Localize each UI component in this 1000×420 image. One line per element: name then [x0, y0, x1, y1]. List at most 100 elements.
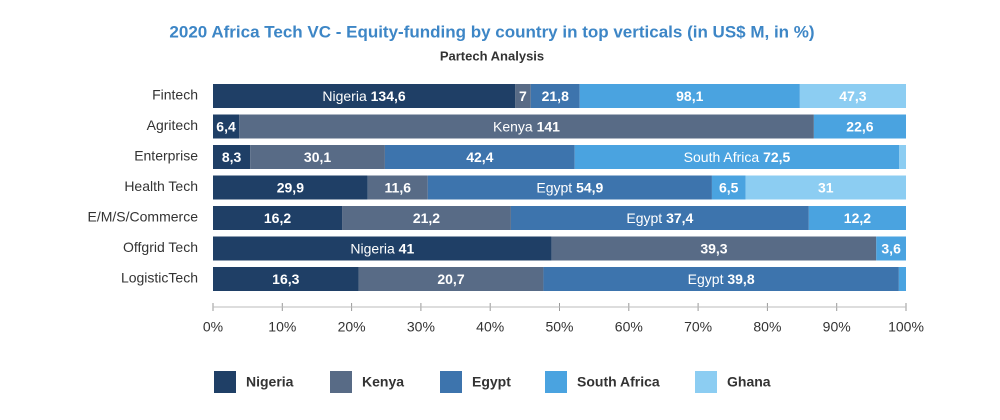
data-label: Nigeria 134,6 [322, 88, 405, 104]
legend-swatch [695, 371, 717, 393]
x-tick-label: 70% [684, 319, 712, 335]
bar-segment [510, 206, 809, 230]
data-label: 47,3 [839, 88, 866, 104]
bar-segment [213, 84, 516, 108]
data-label: 21,2 [413, 210, 440, 226]
data-label: 6,5 [719, 179, 739, 195]
chart-title: 2020 Africa Tech VC - Equity-funding by … [169, 22, 814, 41]
data-label-value: 54,9 [576, 179, 603, 195]
data-label-series: Kenya [493, 118, 533, 134]
data-label: 22,6 [846, 118, 873, 134]
data-label-value: 7 [519, 88, 527, 104]
data-label-value: 30,1 [304, 149, 331, 165]
data-label: Egypt 54,9 [536, 179, 603, 195]
data-label-value: 6,4 [216, 118, 236, 134]
data-label: 42,4 [466, 149, 493, 165]
bar-segment [250, 145, 385, 169]
data-label: Nigeria 41 [350, 240, 414, 256]
data-label: 21,8 [542, 88, 569, 104]
legend-swatch [214, 371, 236, 393]
bar-segment [213, 267, 359, 291]
data-label-series: South Africa [684, 149, 760, 165]
bar-segment [551, 236, 877, 261]
bar-segment [515, 84, 531, 108]
legend-label: South Africa [577, 374, 660, 390]
data-label-value: 16,3 [272, 271, 299, 287]
bar-segment [899, 145, 906, 169]
bar-segment [213, 206, 343, 230]
data-label-series: Nigeria [350, 240, 395, 256]
data-label-value: 6,5 [719, 179, 739, 195]
bar-segment [239, 114, 814, 139]
data-label-value: 42,4 [466, 149, 493, 165]
data-label-value: 39,8 [727, 271, 754, 287]
bar-segment [530, 84, 580, 108]
bar-segment [384, 145, 575, 169]
x-tick-label: 20% [338, 319, 366, 335]
bar-segment [799, 84, 906, 108]
data-label-value: 41 [399, 240, 415, 256]
y-tick-label: Offgrid Tech [123, 239, 198, 255]
data-label-value: 21,2 [413, 210, 440, 226]
data-label-value: 98,1 [676, 88, 703, 104]
x-tick-label: 30% [407, 319, 435, 335]
legend-label: Nigeria [246, 374, 294, 390]
legend-swatch [330, 371, 352, 393]
data-label-value: 141 [537, 118, 561, 134]
data-label: 39,3 [700, 240, 727, 256]
bar-segment [213, 175, 368, 200]
bar-segment [213, 114, 240, 139]
data-label-value: 31 [818, 179, 834, 195]
data-label: 8,3 [222, 149, 242, 165]
x-tick-label: 60% [615, 319, 643, 335]
data-label: South Africa 72,5 [684, 149, 791, 165]
data-label-value: 8,3 [222, 149, 242, 165]
y-tick-label: Agritech [147, 117, 198, 133]
chart-subtitle: Partech Analysis [440, 48, 544, 63]
data-label: 98,1 [676, 88, 703, 104]
bar-segment [579, 84, 800, 108]
x-tick-label: 100% [888, 319, 924, 335]
bar-segment [427, 175, 712, 200]
data-label: 16,2 [264, 210, 291, 226]
data-label-value: 72,5 [763, 149, 790, 165]
data-label-value: 22,6 [846, 118, 873, 134]
y-tick-label: Fintech [152, 87, 198, 103]
y-tick-label: Enterprise [134, 148, 198, 164]
data-label-value: 37,4 [666, 210, 693, 226]
bar-segment [543, 267, 899, 291]
data-label-value: 3,6 [881, 240, 901, 256]
bar-segment [342, 206, 511, 230]
data-label: 3,6 [881, 240, 901, 256]
x-tick-label: 90% [823, 319, 851, 335]
bar-segment [813, 114, 906, 139]
bar-segment [876, 236, 906, 261]
data-label: Egypt 39,8 [688, 271, 755, 287]
data-label-value: 16,2 [264, 210, 291, 226]
data-label: 7 [519, 88, 527, 104]
data-label-series: Nigeria [322, 88, 367, 104]
data-label-value: 20,7 [437, 271, 464, 287]
bar-segment [745, 175, 906, 200]
data-label-value: 47,3 [839, 88, 866, 104]
data-label: 20,7 [437, 271, 464, 287]
data-label-value: 134,6 [371, 88, 406, 104]
data-label: 31 [818, 179, 834, 195]
data-label: 12,2 [844, 210, 871, 226]
bar-segment [574, 145, 900, 169]
x-tick-label: 40% [476, 319, 504, 335]
y-tick-label: Health Tech [124, 178, 198, 194]
data-label: 30,1 [304, 149, 331, 165]
data-label-value: 39,3 [700, 240, 727, 256]
data-label-value: 21,8 [542, 88, 569, 104]
y-tick-label: LogisticTech [121, 270, 198, 286]
data-label: 16,3 [272, 271, 299, 287]
x-tick-label: 0% [203, 319, 223, 335]
data-label-series: Egypt [626, 210, 662, 226]
bar-segment [898, 267, 906, 291]
bar-segment [808, 206, 906, 230]
data-label: 29,9 [277, 179, 304, 195]
data-label-value: 12,2 [844, 210, 871, 226]
legend-label: Kenya [362, 374, 404, 390]
